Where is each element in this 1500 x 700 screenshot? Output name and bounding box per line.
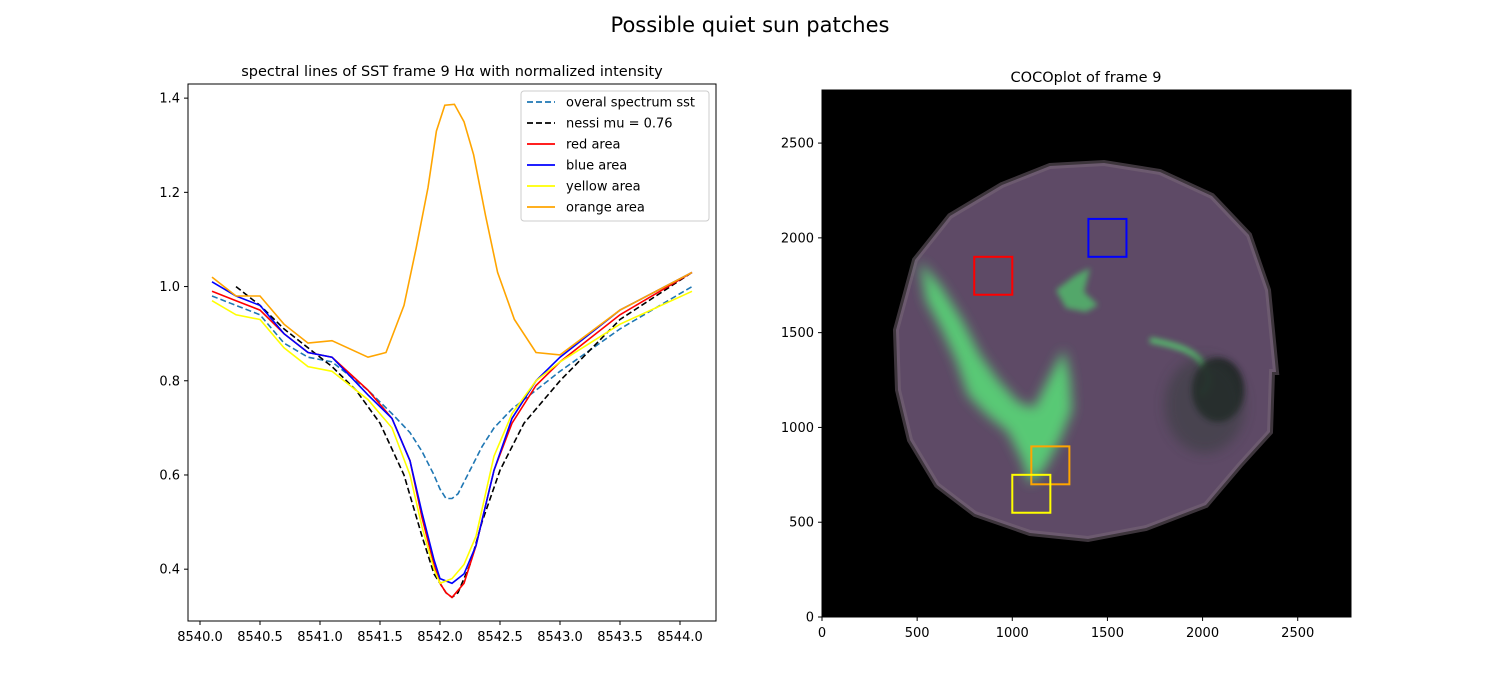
x-tick-label: 2000: [1186, 626, 1219, 641]
spectral-line-chart: spectral lines of SST frame 9 Hα with no…: [159, 64, 717, 645]
legend-label: yellow area: [566, 180, 641, 195]
x-tick-label: 1000: [996, 626, 1029, 641]
right-axes-frame: [821, 89, 1352, 618]
y-tick-label: 1.2: [159, 186, 180, 201]
x-tick-label: 1500: [1091, 626, 1124, 641]
legend-label: nessi mu = 0.76: [566, 117, 673, 132]
legend-label: red area: [566, 138, 620, 153]
x-tick-label: 8544.0: [657, 630, 703, 645]
yellow-patch-box: [1011, 473, 1052, 514]
series-line-0: [211, 285, 693, 500]
y-tick-label: 1.0: [159, 280, 180, 295]
series-line-1: [235, 271, 693, 599]
y-tick-label: 2500: [781, 137, 814, 152]
sun-image: [892, 159, 1280, 543]
x-tick-label: 8540.5: [237, 630, 283, 645]
cocoplot-chart: COCOplot of frame 9 0 500 1000 1500 2000 2500…: [781, 70, 1352, 641]
left-x-axis: 8540.0 8540.5 8541.0 8541.5 8542.0 8542.5 8543…: [177, 621, 703, 645]
filament-main: [920, 262, 1072, 484]
y-tick-label: 0.4: [159, 563, 180, 578]
x-tick-label: 8543.0: [537, 630, 583, 645]
x-tick-label: 8542.5: [477, 630, 523, 645]
x-tick-label: 8541.5: [357, 630, 403, 645]
legend-frame: [520, 90, 710, 222]
x-tick-label: 8543.5: [597, 630, 643, 645]
x-tick-label: 500: [905, 626, 930, 641]
left-chart-title: spectral lines of SST frame 9 Hα with no…: [241, 64, 663, 80]
series-line-5: [211, 103, 693, 359]
limb-brightening: [892, 159, 1280, 543]
filament-upper: [1056, 268, 1098, 312]
legend-label: orange area: [566, 201, 645, 216]
legend: overal spectrum sst nessi mu = 0.76 red ar…: [520, 90, 710, 222]
left-y-axis: 0.4 0.6 0.8 1.0 1.2 1.4: [159, 92, 188, 578]
x-tick-label: 8541.0: [297, 630, 343, 645]
series-line-2: [211, 271, 693, 599]
series-line-3: [211, 271, 693, 585]
x-tick-label: 0: [818, 626, 826, 641]
right-y-axis: 0 500 1000 1500 2000 2500: [781, 137, 822, 626]
red-patch-box: [973, 255, 1014, 296]
y-tick-label: 0: [806, 611, 814, 626]
legend-label: overal spectrum sst: [566, 96, 695, 111]
x-tick-label: 2500: [1281, 626, 1314, 641]
y-tick-label: 500: [789, 516, 814, 531]
left-series-group: [211, 103, 693, 599]
x-tick-label: 8540.0: [177, 630, 223, 645]
blue-patch-box: [1087, 217, 1128, 258]
right-x-axis: 0 500 1000 1500 2000 2500: [818, 617, 1314, 641]
y-tick-label: 0.8: [159, 374, 180, 389]
right-chart-title: COCOplot of frame 9: [1011, 70, 1162, 86]
figure-title: Possible quiet sun patches: [611, 13, 890, 37]
sunspot-penumbra: [1165, 357, 1245, 453]
y-tick-label: 1000: [781, 421, 814, 436]
y-tick-label: 1.4: [159, 92, 180, 107]
series-line-4: [211, 290, 693, 585]
patch-boxes: [973, 217, 1128, 514]
y-tick-label: 1500: [781, 326, 814, 341]
y-tick-label: 2000: [781, 231, 814, 246]
y-tick-label: 0.6: [159, 468, 180, 483]
x-tick-label: 8542.0: [417, 630, 463, 645]
left-axes-frame: [187, 83, 717, 622]
legend-label: blue area: [566, 159, 627, 174]
